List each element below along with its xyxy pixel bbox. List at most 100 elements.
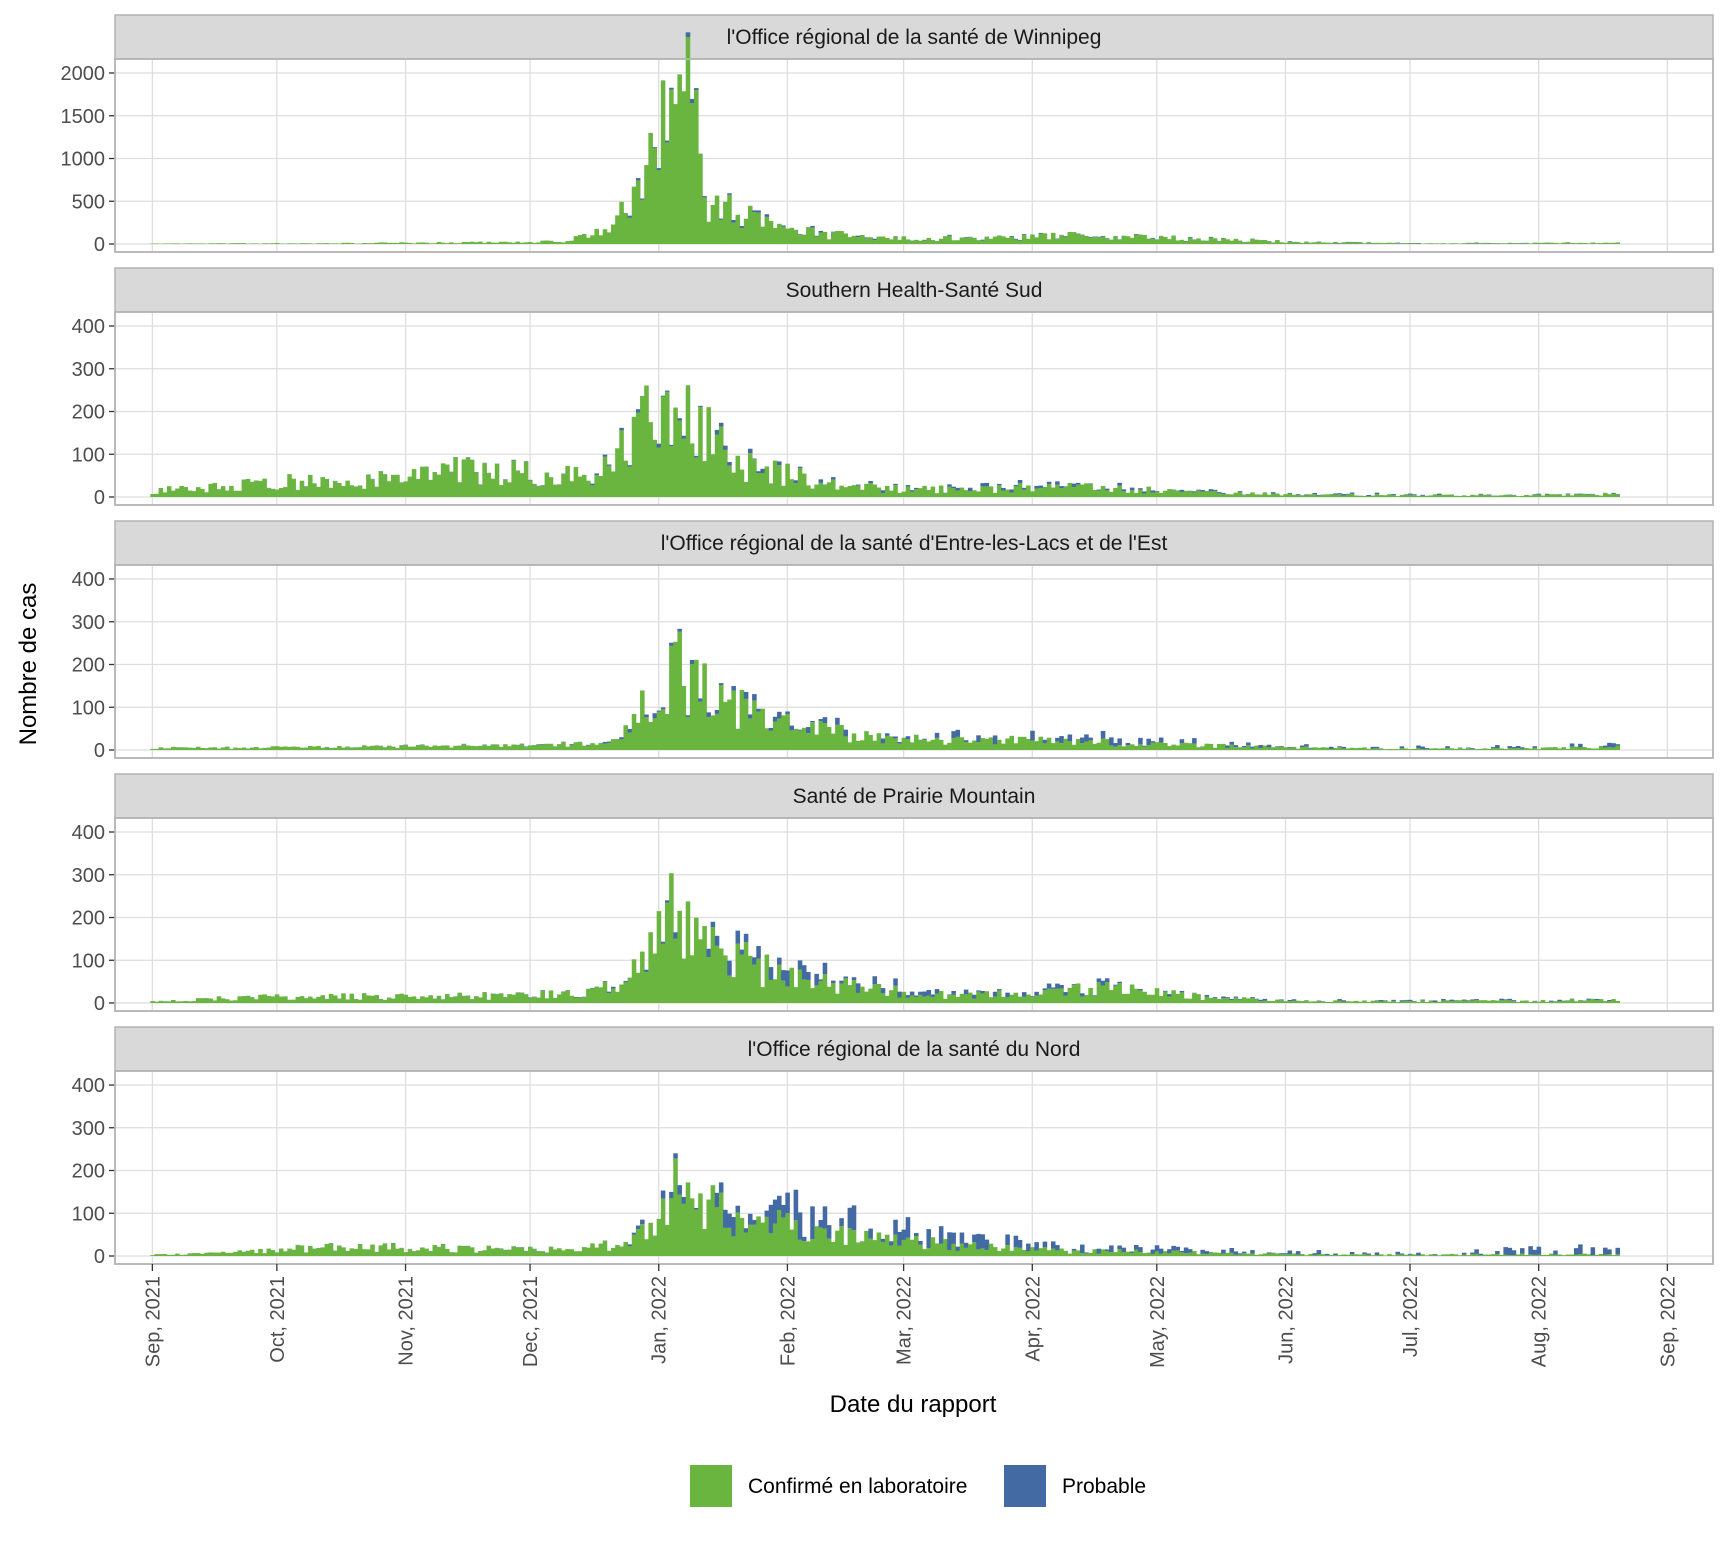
bar-confirmed — [553, 998, 558, 1003]
bar-probable — [1034, 486, 1039, 489]
bar-probable — [570, 744, 575, 745]
bar-probable — [1288, 1000, 1293, 1001]
bar-probable — [1537, 494, 1542, 495]
bar-confirmed — [325, 999, 330, 1003]
bar-probable — [1478, 1254, 1483, 1256]
bar-probable — [956, 730, 961, 737]
bar-confirmed — [1462, 1255, 1467, 1256]
bar-probable — [1130, 488, 1135, 491]
bar-confirmed — [300, 1246, 305, 1256]
bar-confirmed — [582, 234, 587, 244]
bar-confirmed — [1146, 995, 1151, 1003]
bar-probable — [752, 694, 757, 700]
bar-confirmed — [740, 228, 745, 244]
bar-probable — [1097, 978, 1102, 982]
bar-probable — [1030, 996, 1035, 997]
bar-probable — [760, 469, 765, 473]
bar-confirmed — [246, 996, 251, 1003]
bar-confirmed — [1445, 1254, 1450, 1256]
bar-probable — [1014, 239, 1019, 240]
bar-confirmed — [1039, 737, 1044, 750]
bar-confirmed — [640, 952, 645, 1003]
bar-confirmed — [1192, 743, 1197, 750]
bar-confirmed — [636, 973, 641, 1003]
bar-confirmed — [1130, 490, 1135, 497]
bar-confirmed — [682, 958, 687, 1003]
bar-confirmed — [445, 465, 450, 497]
bar-confirmed — [1105, 490, 1110, 497]
bar-confirmed — [565, 990, 570, 1003]
bar-confirmed — [640, 396, 645, 497]
bar-confirmed — [1034, 996, 1039, 1003]
bar-probable — [864, 237, 869, 238]
bar-probable — [1495, 745, 1500, 748]
bar-probable — [1312, 1253, 1317, 1255]
bar-confirmed — [262, 479, 267, 497]
bar-confirmed — [1097, 491, 1102, 497]
bar-confirmed — [175, 1254, 180, 1256]
bar-probable — [731, 686, 736, 691]
bar-confirmed — [794, 230, 799, 244]
bar-confirmed — [922, 486, 927, 497]
bar-confirmed — [553, 242, 558, 244]
bar-confirmed — [267, 1249, 272, 1256]
bar-probable — [744, 1228, 749, 1232]
bar-confirmed — [229, 749, 234, 750]
bar-confirmed — [1325, 494, 1330, 497]
bar-confirmed — [1192, 492, 1197, 497]
bar-probable — [1408, 494, 1413, 495]
bar-confirmed — [1001, 744, 1006, 750]
bar-confirmed — [445, 994, 450, 1003]
y-tick-label: 1000 — [61, 149, 106, 171]
bar-confirmed — [1250, 239, 1255, 244]
bar-confirmed — [1449, 1254, 1454, 1256]
bar-probable — [653, 147, 658, 148]
bar-confirmed — [1159, 1254, 1164, 1256]
bar-probable — [868, 481, 873, 483]
bar-confirmed — [1113, 746, 1118, 750]
bar-probable — [1470, 748, 1475, 749]
bar-confirmed — [997, 1251, 1002, 1256]
bar-confirmed — [881, 993, 886, 1003]
bar-probable — [607, 742, 612, 743]
bar-confirmed — [474, 746, 479, 750]
bar-confirmed — [1458, 243, 1463, 244]
bar-confirmed — [636, 723, 641, 750]
bar-probable — [682, 436, 687, 439]
bar-confirmed — [603, 1241, 608, 1256]
bar-probable — [719, 219, 724, 220]
bar-confirmed — [1570, 999, 1575, 1003]
bar-confirmed — [1138, 490, 1143, 497]
bar-confirmed — [856, 237, 861, 244]
bar-probable — [1342, 747, 1347, 749]
bar-probable — [1055, 984, 1060, 989]
bar-confirmed — [462, 1246, 467, 1256]
bar-confirmed — [379, 1000, 384, 1003]
bar-confirmed — [275, 243, 280, 244]
bar-confirmed — [1155, 491, 1160, 497]
bar-confirmed — [669, 1198, 674, 1256]
bar-probable — [1213, 490, 1218, 491]
bar-confirmed — [229, 1001, 234, 1003]
bar-probable — [636, 409, 641, 413]
bar-confirmed — [1537, 494, 1542, 497]
bar-confirmed — [1615, 494, 1620, 497]
bar-confirmed — [499, 242, 504, 244]
bar-confirmed — [1196, 1254, 1201, 1256]
bar-confirmed — [1528, 1255, 1533, 1256]
bar-confirmed — [1184, 1253, 1189, 1256]
bar-confirmed — [482, 243, 487, 244]
bar-confirmed — [1375, 494, 1380, 497]
bar-confirmed — [561, 1250, 566, 1256]
bar-confirmed — [673, 642, 678, 750]
bar-confirmed — [225, 1253, 230, 1256]
y-tick-label: 300 — [72, 612, 105, 634]
bar-confirmed — [781, 227, 786, 244]
bar-confirmed — [312, 998, 317, 1003]
bar-confirmed — [586, 746, 591, 750]
bar-probable — [1487, 494, 1492, 495]
bar-confirmed — [848, 985, 853, 1003]
bar-confirmed — [1312, 494, 1317, 497]
bar-confirmed — [653, 440, 658, 497]
